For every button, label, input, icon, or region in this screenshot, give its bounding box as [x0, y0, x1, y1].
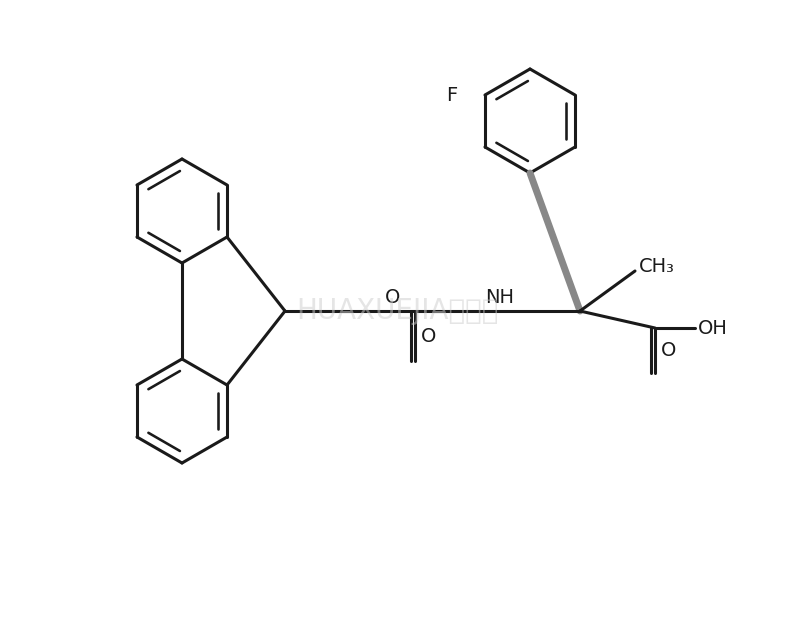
Text: O: O [661, 341, 677, 360]
Text: O: O [421, 326, 436, 345]
Text: NH: NH [486, 288, 514, 306]
Text: OH: OH [698, 319, 728, 338]
Text: F: F [446, 85, 458, 104]
Text: HUAXUEJIA化学家: HUAXUEJIA化学家 [296, 297, 498, 325]
Text: CH₃: CH₃ [639, 256, 675, 276]
Text: O: O [385, 288, 400, 306]
